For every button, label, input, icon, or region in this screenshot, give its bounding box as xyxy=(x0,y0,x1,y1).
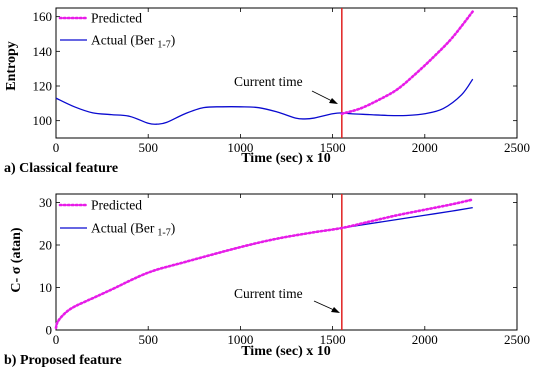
y-axis-ticks: 100 120 140 160 xyxy=(33,9,517,128)
x-tick-label: 0 xyxy=(53,332,60,347)
annotation-arrow-shaft xyxy=(311,90,333,102)
legend: Predicted Actual (Ber 1-7) xyxy=(58,198,175,239)
legend-predicted-label: Predicted xyxy=(91,198,142,213)
x-tick-label: 0 xyxy=(53,140,60,155)
current-time-annotation: Current time xyxy=(234,286,303,301)
x-tick-label: 500 xyxy=(138,332,158,347)
predicted-series-line xyxy=(54,198,475,330)
x-tick-label: 1500 xyxy=(320,332,346,347)
x-tick-label: 1500 xyxy=(320,140,346,155)
plot-area-frame xyxy=(55,193,518,331)
annotation-arrow-shaft xyxy=(313,300,335,311)
legend-actual-label: Actual (Ber 1-7) xyxy=(91,33,175,51)
annotation-arrow-head xyxy=(329,98,338,104)
legend: Predicted Actual (Ber 1-7) xyxy=(58,11,175,51)
x-tick-label: 2000 xyxy=(412,140,438,155)
x-tick-label: 500 xyxy=(138,140,158,155)
x-axis-ticks: 0 500 1000 1500 2000 2500 xyxy=(53,194,530,347)
y-tick-label: 10 xyxy=(39,280,52,295)
panel-label: a) Classical feature xyxy=(4,161,118,176)
y-tick-label: 140 xyxy=(33,44,53,59)
actual-series-line xyxy=(55,78,474,125)
annotation-arrow-head xyxy=(331,307,340,313)
y-tick-label: 100 xyxy=(33,113,53,128)
current-time-annotation: Current time xyxy=(234,74,303,89)
predicted-series-line xyxy=(340,10,475,116)
plot-area-frame xyxy=(55,7,518,139)
x-tick-label: 1000 xyxy=(227,332,253,347)
panel-label: b) Proposed feature xyxy=(4,353,122,368)
x-axis-ticks: 0 500 1000 1500 2000 2500 xyxy=(53,8,530,155)
y-axis-ticks: 0 10 20 30 xyxy=(39,195,517,338)
y-tick-label: 120 xyxy=(33,79,53,94)
legend-predicted-label: Predicted xyxy=(91,11,142,26)
x-tick-label: 2500 xyxy=(504,140,530,155)
y-tick-label: 30 xyxy=(39,195,52,210)
x-tick-label: 2000 xyxy=(412,332,438,347)
y-tick-label: 0 xyxy=(46,323,53,338)
y-axis-label: C- σ (atan) xyxy=(9,227,24,292)
panel-proposed-feature: 0 500 1000 1500 2000 2500 0 10 20 30 Predicted A… xyxy=(4,193,530,368)
x-axis-label: Time (sec) x 10 xyxy=(241,344,331,359)
panel-classical-feature: 0 500 1000 1500 2000 2500 100 120 140 160 Predic… xyxy=(4,7,530,176)
x-axis-label: Time (sec) x 10 xyxy=(241,151,331,166)
y-axis-label: Entropy xyxy=(4,41,19,91)
x-tick-label: 2500 xyxy=(504,332,530,347)
y-tick-label: 160 xyxy=(33,9,53,24)
y-tick-label: 20 xyxy=(39,238,52,253)
legend-actual-label: Actual (Ber 1-7) xyxy=(91,221,175,239)
x-tick-label: 1000 xyxy=(227,140,253,155)
